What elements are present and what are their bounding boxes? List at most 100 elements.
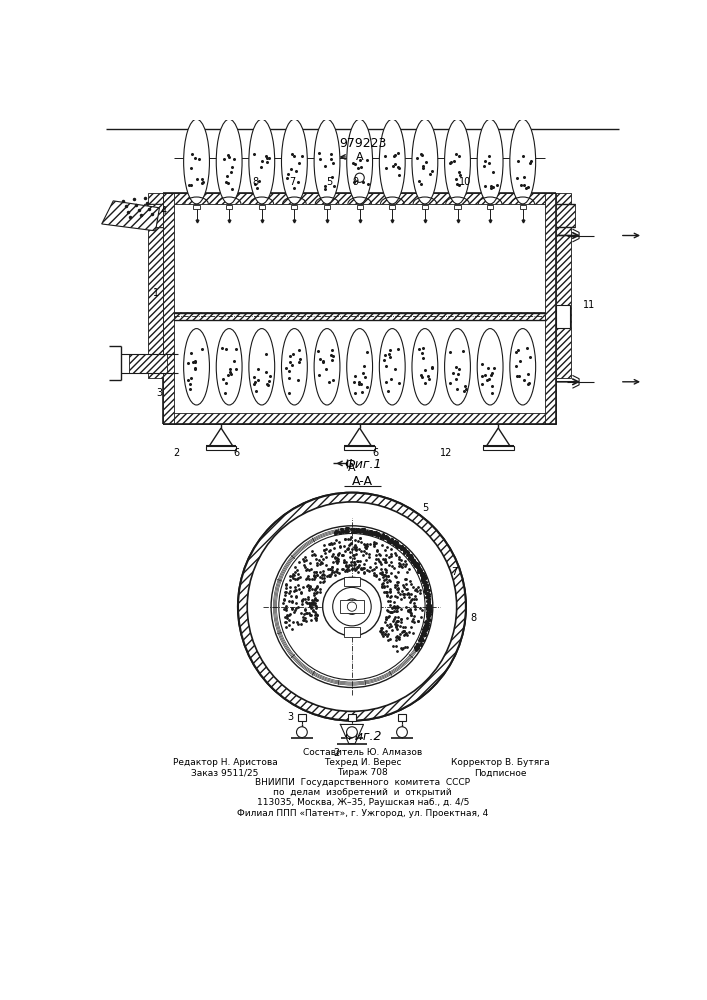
Text: 11: 11 <box>583 300 595 310</box>
Text: 6: 6 <box>372 448 378 458</box>
Bar <box>129 354 167 373</box>
Circle shape <box>347 602 356 611</box>
Bar <box>163 413 556 424</box>
Text: 7: 7 <box>451 567 457 577</box>
Bar <box>556 305 570 328</box>
Bar <box>344 627 360 637</box>
Bar <box>556 204 575 227</box>
Polygon shape <box>102 201 160 231</box>
Ellipse shape <box>346 119 373 204</box>
Text: 4: 4 <box>160 206 166 216</box>
Bar <box>344 577 360 586</box>
Text: 8: 8 <box>471 613 477 623</box>
Text: 8: 8 <box>252 177 259 187</box>
Ellipse shape <box>216 119 242 204</box>
Text: Тираж 708: Тираж 708 <box>337 768 388 777</box>
Ellipse shape <box>314 329 340 405</box>
Ellipse shape <box>314 119 340 204</box>
Ellipse shape <box>510 119 536 204</box>
Circle shape <box>238 493 466 721</box>
Bar <box>298 714 305 721</box>
Bar <box>163 193 556 204</box>
Text: ВНИИПИ  Государственного  комитета  СССР: ВНИИПИ Государственного комитета СССР <box>255 778 470 787</box>
Ellipse shape <box>445 329 470 405</box>
Text: 6: 6 <box>233 448 240 458</box>
Text: по  делам  изобретений  и  открытий: по делам изобретений и открытий <box>274 788 452 797</box>
Bar <box>455 205 460 209</box>
Bar <box>487 205 493 209</box>
Ellipse shape <box>281 329 308 405</box>
Circle shape <box>333 587 371 626</box>
Ellipse shape <box>412 119 438 204</box>
Text: 3: 3 <box>287 712 293 722</box>
Bar <box>163 193 174 424</box>
Ellipse shape <box>445 119 470 204</box>
Circle shape <box>322 577 381 636</box>
Text: Техред И. Верес: Техред И. Верес <box>324 758 402 767</box>
Bar <box>356 205 363 209</box>
Ellipse shape <box>477 119 503 204</box>
Circle shape <box>247 502 457 711</box>
Text: 2: 2 <box>334 748 339 758</box>
Ellipse shape <box>380 329 405 405</box>
Ellipse shape <box>477 329 503 405</box>
Bar <box>348 714 356 721</box>
Bar <box>174 312 545 320</box>
Ellipse shape <box>510 329 536 405</box>
Text: Фиг.1: Фиг.1 <box>344 458 382 471</box>
Text: 1: 1 <box>153 288 159 298</box>
Bar <box>545 193 556 424</box>
Ellipse shape <box>412 329 438 405</box>
Text: Филиал ППП «Патент», г. Ужгород, ул. Проектная, 4: Филиал ППП «Патент», г. Ужгород, ул. Про… <box>237 808 489 818</box>
Text: 2: 2 <box>173 448 180 458</box>
Bar <box>259 205 265 209</box>
Bar <box>291 205 298 209</box>
Text: 10: 10 <box>459 177 472 187</box>
Bar <box>226 205 232 209</box>
Circle shape <box>397 727 407 738</box>
Bar <box>148 193 163 378</box>
Text: Составитель Ю. Алмазов: Составитель Ю. Алмазов <box>303 748 422 757</box>
Ellipse shape <box>380 119 405 204</box>
Ellipse shape <box>249 329 275 405</box>
Text: Фиг.2: Фиг.2 <box>344 730 382 742</box>
Bar <box>556 193 571 378</box>
Text: 9: 9 <box>353 177 359 187</box>
Bar <box>194 205 199 209</box>
Bar <box>339 600 364 613</box>
Text: Заказ 9511/25: Заказ 9511/25 <box>191 768 259 777</box>
Ellipse shape <box>281 119 308 204</box>
Text: 113035, Москва, Ж–35, Раушская наб., д. 4/5: 113035, Москва, Ж–35, Раушская наб., д. … <box>257 798 469 807</box>
Circle shape <box>344 599 360 614</box>
Bar <box>206 446 236 450</box>
Text: Редактор Н. Аристова: Редактор Н. Аристова <box>173 758 277 767</box>
Ellipse shape <box>184 119 209 204</box>
Circle shape <box>346 727 357 738</box>
Bar <box>344 446 375 450</box>
Text: 7: 7 <box>290 177 296 187</box>
Ellipse shape <box>249 119 275 204</box>
Text: 5: 5 <box>326 177 332 187</box>
Text: 12: 12 <box>440 448 452 458</box>
Bar <box>144 204 163 227</box>
Bar <box>422 205 428 209</box>
Bar <box>398 714 406 721</box>
Text: Подписное: Подписное <box>474 768 527 777</box>
Circle shape <box>296 727 308 738</box>
Text: A: A <box>356 152 363 162</box>
Bar <box>324 205 330 209</box>
Text: 3: 3 <box>156 388 163 398</box>
Text: 5: 5 <box>422 503 428 513</box>
Text: A: A <box>348 463 356 473</box>
Text: 979223: 979223 <box>339 137 387 150</box>
Bar <box>483 446 514 450</box>
Bar <box>389 205 395 209</box>
Bar <box>520 205 526 209</box>
Text: Корректор В. Бутяга: Корректор В. Бутяга <box>451 758 550 767</box>
Circle shape <box>355 173 364 182</box>
Circle shape <box>238 493 466 721</box>
Ellipse shape <box>216 329 242 405</box>
Text: A-A: A-A <box>352 475 373 488</box>
Ellipse shape <box>184 329 209 405</box>
Ellipse shape <box>346 329 373 405</box>
